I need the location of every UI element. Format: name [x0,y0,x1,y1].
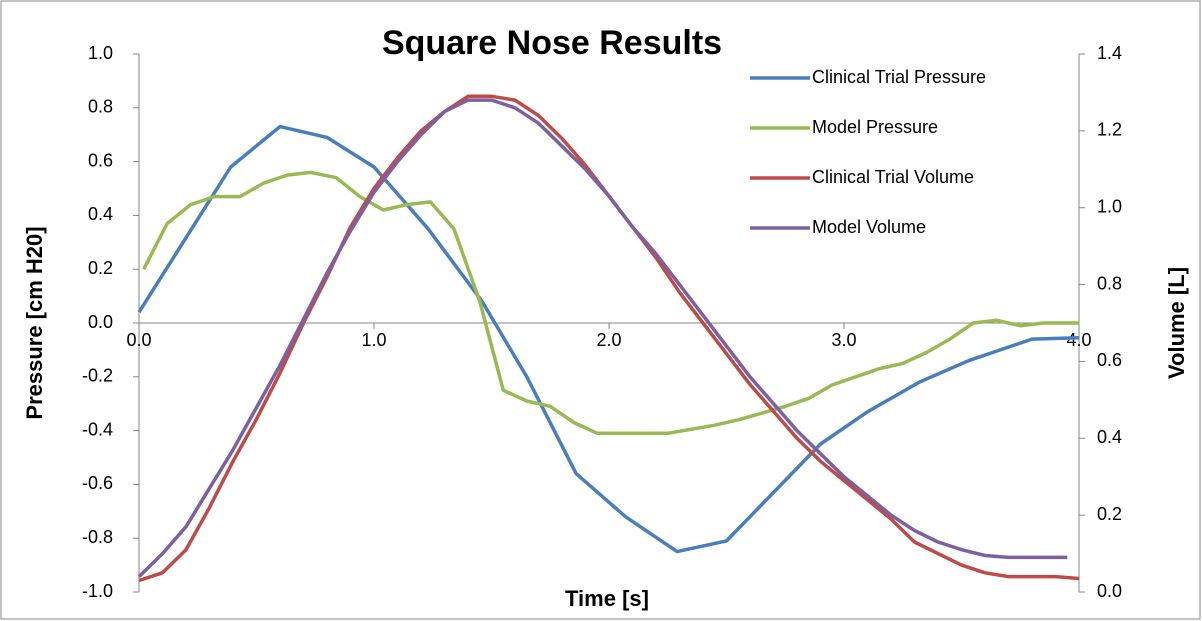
x-axis-label: Time [s] [565,586,649,611]
y2-tick-label: 1.2 [1097,120,1122,140]
x-tick-label: 3.0 [831,330,856,350]
series-line [137,98,1068,578]
y-tick-label: 0.0 [88,312,113,332]
y-tick-label: -0.2 [82,366,113,386]
legend-label: Clinical Trial Pressure [812,67,986,87]
x-tick-label: 0.0 [126,330,151,350]
y2-axis-label: Volume [L] [1164,267,1189,379]
x-tick-label: 2.0 [596,330,621,350]
y-tick-label: 0.4 [88,204,113,224]
series-line [137,124,1080,554]
y2-tick-label: 0.2 [1097,504,1122,524]
legend-label: Model Pressure [812,117,938,137]
series-line [142,170,1079,436]
y-axis-label: Pressure [cm H20] [22,226,47,419]
y-tick-label: -0.6 [82,473,113,493]
y-tick-label: 1.0 [88,43,113,63]
x-tick-label: 1.0 [361,330,386,350]
legend-label: Clinical Trial Volume [812,167,974,187]
y-tick-label: 0.6 [88,150,113,170]
x-tick-label: 4.0 [1066,330,1091,350]
y-tick-label: -0.8 [82,527,113,547]
y-tick-label: 0.8 [88,97,113,117]
y-tick-label: -0.4 [82,419,113,439]
y2-tick-label: 0.8 [1097,273,1122,293]
y2-tick-label: 0.4 [1097,427,1122,447]
y2-tick-label: 0.6 [1097,350,1122,370]
y2-tick-label: 1.4 [1097,43,1122,63]
y-tick-label: -1.0 [82,581,113,601]
legend-label: Model Volume [812,217,926,237]
y2-tick-label: 0.0 [1097,581,1122,601]
y-tick-label: 0.2 [88,258,113,278]
chart-title: Square Nose Results [382,24,722,62]
y2-tick-label: 1.0 [1097,196,1122,216]
